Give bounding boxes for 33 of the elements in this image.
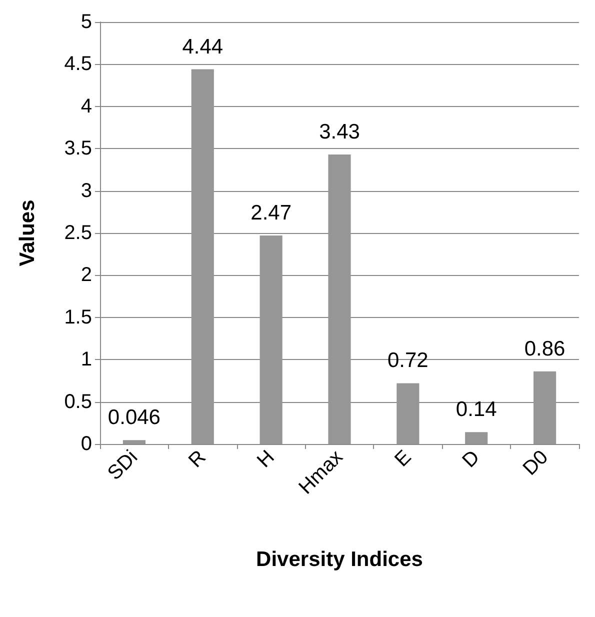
data-label: 3.43 xyxy=(319,120,360,144)
bar xyxy=(328,154,351,444)
y-axis-title: Values xyxy=(16,200,39,266)
bar xyxy=(533,371,556,444)
x-tick-label: D0 xyxy=(518,446,553,480)
bar xyxy=(260,236,282,444)
y-tick-label: 2 xyxy=(80,264,92,286)
data-label: 0.14 xyxy=(456,398,498,422)
y-tick-label: 0 xyxy=(80,433,92,455)
y-tick-label: 3 xyxy=(80,180,92,202)
data-label: 0.72 xyxy=(387,349,428,372)
y-tick-label: 4.5 xyxy=(64,53,92,76)
x-tick-label: E xyxy=(390,446,416,472)
y-tick-label: 3.5 xyxy=(64,138,92,160)
y-tick-label: 2.5 xyxy=(64,222,92,244)
x-tick-label: SDi xyxy=(104,446,142,485)
bar xyxy=(465,432,488,444)
data-label: 0.86 xyxy=(524,337,566,360)
x-tick-label: H xyxy=(253,446,279,472)
y-tick-label: 5 xyxy=(80,11,92,33)
data-label: 4.44 xyxy=(182,35,224,58)
bar xyxy=(191,69,214,444)
x-axis-title: Diversity Indices xyxy=(256,548,423,571)
y-tick-label: 1.5 xyxy=(64,306,92,328)
data-label: 0.046 xyxy=(108,406,160,430)
y-tick-label: 4 xyxy=(80,95,92,118)
data-label: 2.47 xyxy=(250,202,292,225)
bar xyxy=(396,383,420,444)
x-tick-label: D xyxy=(458,446,484,472)
y-tick-label: 1 xyxy=(80,348,92,371)
x-tick-label: R xyxy=(184,446,210,472)
bar xyxy=(122,440,146,444)
y-tick-label: 0.5 xyxy=(64,390,92,413)
